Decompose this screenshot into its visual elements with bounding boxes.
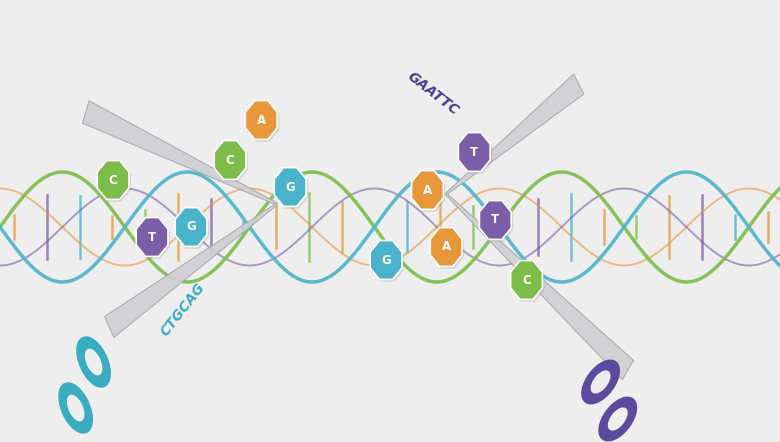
Polygon shape	[412, 171, 443, 210]
Polygon shape	[459, 133, 490, 171]
Polygon shape	[215, 141, 246, 179]
Polygon shape	[105, 203, 277, 337]
Polygon shape	[371, 242, 403, 281]
Polygon shape	[413, 172, 445, 211]
Text: C: C	[522, 274, 531, 286]
Ellipse shape	[600, 398, 636, 440]
Ellipse shape	[608, 408, 628, 431]
Polygon shape	[480, 202, 512, 241]
Polygon shape	[246, 103, 278, 141]
Polygon shape	[83, 101, 277, 205]
Polygon shape	[137, 219, 169, 258]
Text: T: T	[491, 213, 499, 226]
Polygon shape	[275, 169, 307, 208]
Polygon shape	[215, 142, 247, 181]
Polygon shape	[511, 261, 542, 299]
Polygon shape	[176, 210, 208, 248]
Text: T: T	[148, 230, 156, 244]
Ellipse shape	[59, 384, 92, 432]
Polygon shape	[512, 263, 544, 301]
Polygon shape	[480, 201, 511, 240]
Polygon shape	[275, 168, 306, 206]
Text: T: T	[470, 145, 478, 159]
Polygon shape	[431, 228, 462, 267]
Text: A: A	[441, 240, 451, 254]
Text: CTGCAG: CTGCAG	[158, 281, 208, 339]
Polygon shape	[459, 134, 491, 173]
Text: A: A	[257, 114, 266, 126]
Polygon shape	[176, 208, 207, 246]
Ellipse shape	[590, 370, 611, 393]
Polygon shape	[370, 240, 402, 279]
Text: C: C	[225, 153, 235, 167]
Text: G: G	[381, 254, 391, 267]
Text: GAATTC: GAATTC	[405, 70, 461, 118]
Polygon shape	[431, 229, 463, 268]
Polygon shape	[98, 160, 129, 199]
Ellipse shape	[583, 361, 619, 403]
Polygon shape	[246, 101, 277, 139]
Ellipse shape	[67, 395, 84, 421]
Polygon shape	[136, 217, 168, 256]
Polygon shape	[445, 193, 633, 380]
Text: C: C	[108, 174, 118, 187]
Text: G: G	[186, 221, 196, 233]
Text: G: G	[285, 180, 295, 194]
Text: A: A	[423, 183, 432, 197]
Ellipse shape	[77, 338, 110, 386]
Polygon shape	[98, 162, 130, 201]
Ellipse shape	[85, 349, 102, 375]
Polygon shape	[445, 74, 584, 195]
